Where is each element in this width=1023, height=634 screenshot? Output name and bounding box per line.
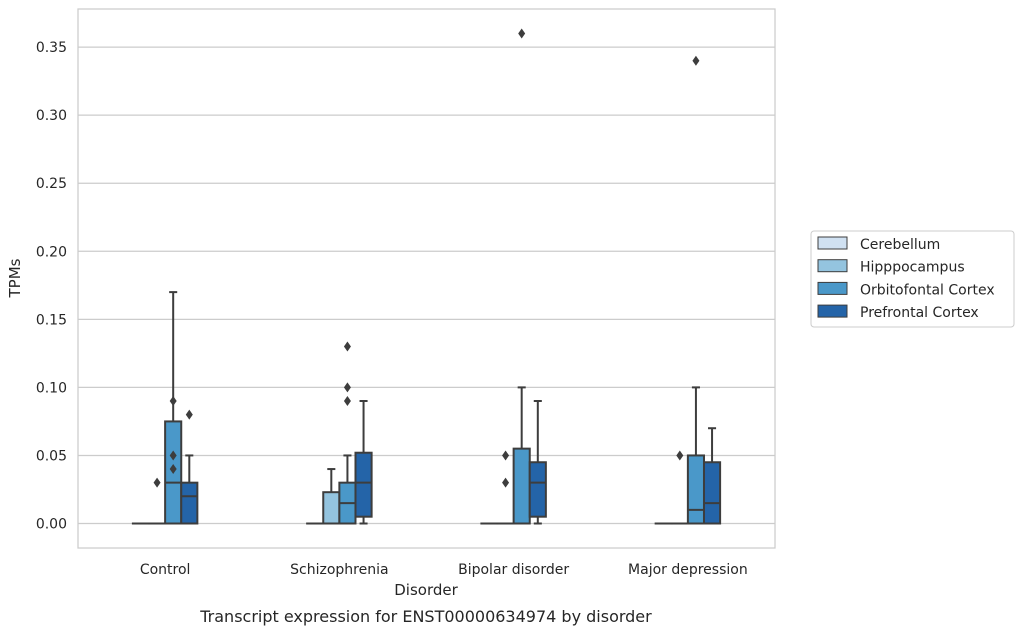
y-tick-label: 0.35: [36, 40, 67, 56]
box-hipppocampus: [148, 477, 167, 525]
box-orbitofontal-cortex: [512, 28, 531, 525]
legend-frame: [810, 230, 1015, 328]
legend-swatch: [817, 259, 848, 273]
box-orbitofontal-cortex: [164, 291, 183, 525]
boxes: [131, 28, 722, 525]
box-body: [354, 451, 373, 518]
chart-caption: Transcript expression for ENST0000063497…: [199, 607, 652, 626]
x-tick-label: Bipolar disorder: [458, 562, 569, 578]
outlier-point: [169, 396, 177, 406]
outlier-point: [169, 450, 177, 461]
plot-frame: [77, 8, 776, 549]
y-axis-label: TPMs: [6, 258, 24, 298]
legend-items: Cerebellum Hipppocampus Orbitofontal Corte…: [817, 236, 995, 321]
box-prefrontal-cortex: [180, 409, 199, 525]
x-tick-label: Control: [140, 562, 191, 578]
box-prefrontal-cortex: [702, 427, 722, 525]
box-prefrontal-cortex: [528, 400, 547, 525]
outlier-point: [343, 341, 351, 352]
box-prefrontal-cortex: [354, 400, 373, 525]
box-body: [512, 447, 531, 525]
legend-label: Cerebellum: [860, 237, 940, 253]
box-hipppocampus: [496, 450, 515, 525]
x-tick-label: Schizophrenia: [290, 562, 388, 578]
y-tick-label: 0.00: [36, 517, 67, 533]
box-orbitofontal-cortex: [338, 341, 357, 525]
box-body: [180, 481, 199, 525]
outlier-point: [518, 28, 526, 39]
box-hipppocampus: [670, 450, 689, 525]
y-tick-label: 0.10: [36, 380, 67, 396]
legend-label: Prefrontal Cortex: [860, 305, 979, 321]
x-axis-ticks: Control Schizophrenia Bipolar disorder Majo…: [140, 562, 748, 578]
x-tick-label: Major depression: [628, 562, 748, 578]
box-body: [702, 461, 722, 525]
box-body: [322, 491, 341, 525]
legend-swatch: [817, 304, 848, 318]
y-tick-label: 0.15: [36, 312, 67, 328]
y-tick-label: 0.20: [36, 244, 67, 260]
legend-swatch: [817, 281, 848, 295]
legend-label: Orbitofontal Cortex: [860, 282, 995, 298]
outlier-point: [185, 409, 193, 420]
outlier-point: [343, 396, 351, 406]
outlier-point: [676, 450, 684, 461]
gridlines: [78, 46, 775, 525]
outlier-point: [169, 464, 177, 475]
y-tick-label: 0.30: [36, 108, 67, 124]
y-tick-label: 0.25: [36, 176, 67, 192]
y-axis-ticks: 0.00 0.05 0.10 0.15 0.20 0.25 0.30 0.35: [36, 40, 67, 532]
outlier-point: [692, 55, 700, 66]
box-body: [686, 454, 705, 525]
box-hipppocampus: [322, 468, 341, 525]
legend-label: Hipppocampus: [860, 260, 965, 276]
legend: Cerebellum Hipppocampus Orbitofontal Corte…: [810, 230, 1015, 328]
outlier-point: [153, 477, 161, 488]
box-body: [528, 461, 547, 518]
x-axis-label: Disorder: [394, 581, 458, 599]
outlier-point: [502, 477, 510, 488]
box-orbitofontal-cortex: [686, 55, 705, 525]
outlier-point: [502, 450, 510, 461]
legend-swatch: [817, 236, 848, 250]
y-tick-label: 0.05: [36, 448, 67, 464]
outlier-point: [343, 382, 351, 393]
